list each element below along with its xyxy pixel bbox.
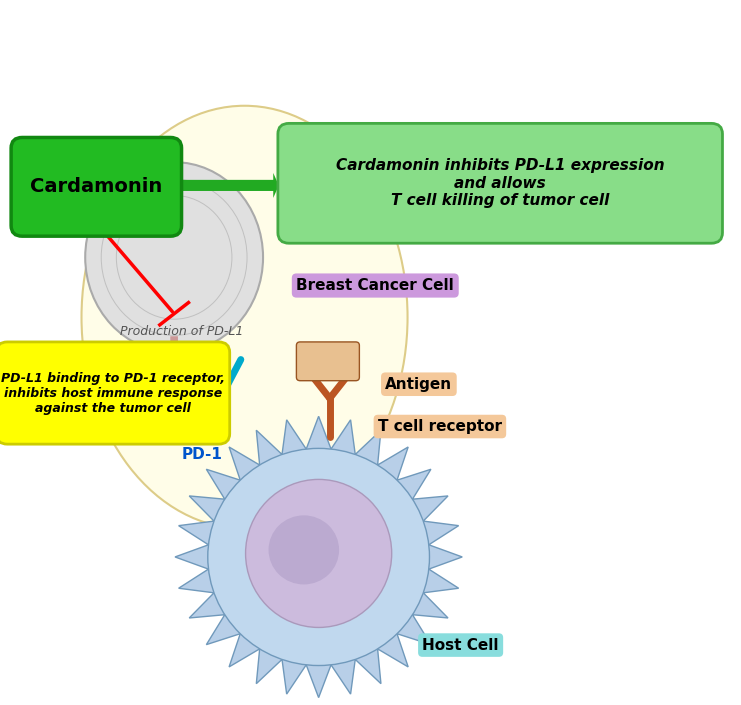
- FancyBboxPatch shape: [11, 137, 182, 236]
- FancyBboxPatch shape: [278, 123, 722, 243]
- Text: Cardamonin: Cardamonin: [30, 178, 162, 196]
- Ellipse shape: [268, 515, 339, 584]
- Text: Cardamonin inhibits PD-L1 expression
and allows
T cell killing of tumor cell: Cardamonin inhibits PD-L1 expression and…: [336, 159, 665, 208]
- Text: Host Cell: Host Cell: [422, 637, 499, 653]
- Ellipse shape: [207, 448, 430, 666]
- Text: PD-L1: PD-L1: [121, 375, 176, 393]
- Text: PD-L1 binding to PD-1 receptor,
inhibits host immune response
against the tumor : PD-L1 binding to PD-1 receptor, inhibits…: [1, 372, 225, 415]
- Text: Antigen: Antigen: [385, 376, 453, 392]
- Text: Breast Cancer Cell: Breast Cancer Cell: [296, 278, 454, 293]
- Text: T cell receptor: T cell receptor: [378, 419, 502, 434]
- Polygon shape: [175, 416, 462, 697]
- Ellipse shape: [82, 106, 408, 529]
- Ellipse shape: [245, 479, 392, 627]
- Ellipse shape: [85, 162, 263, 352]
- FancyBboxPatch shape: [0, 342, 230, 444]
- Text: Production of PD-L1: Production of PD-L1: [120, 325, 243, 338]
- Text: PD-1: PD-1: [182, 447, 222, 462]
- FancyBboxPatch shape: [296, 342, 359, 381]
